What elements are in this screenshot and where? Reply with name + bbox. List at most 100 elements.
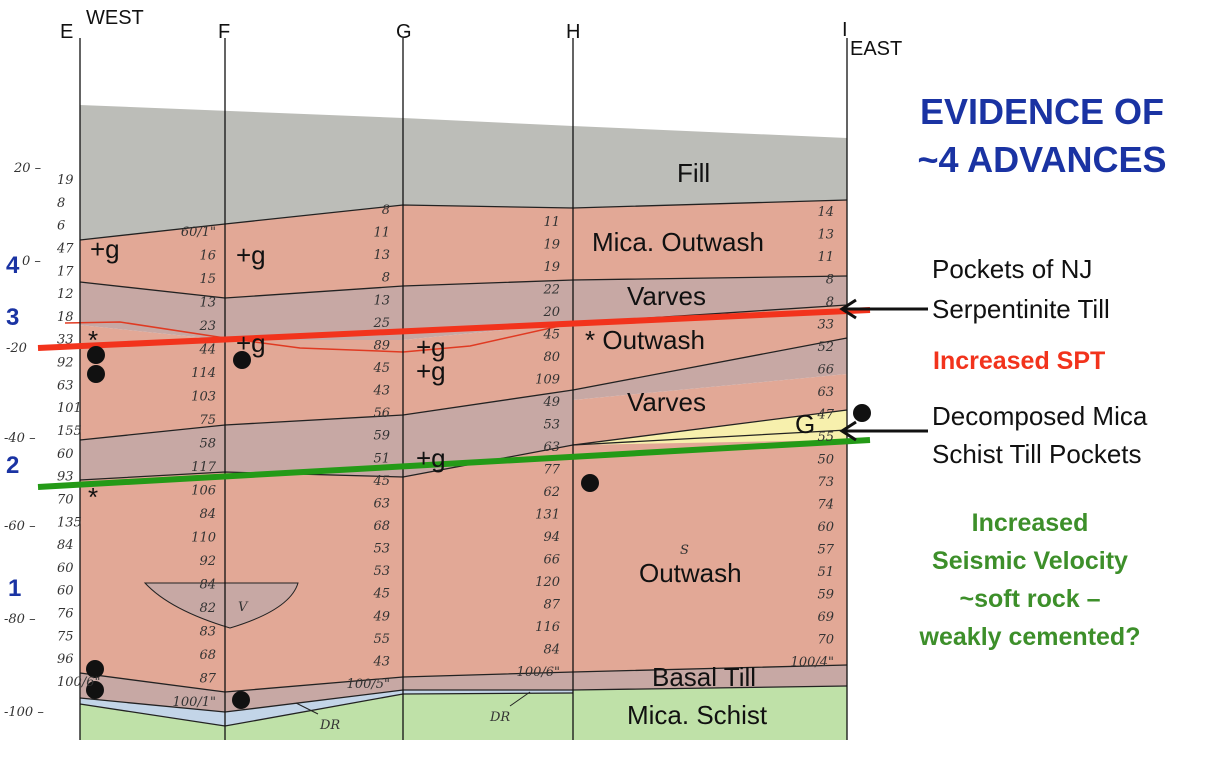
blow-count-h: 131	[535, 508, 560, 523]
layer-label-dr-right: DR	[489, 710, 510, 725]
layer-label-v-lens: V	[238, 600, 249, 615]
blow-count-i: 69	[817, 610, 834, 625]
dr-right-leader	[509, 691, 531, 707]
seismic-annotation-line-4: weakly cemented?	[919, 623, 1141, 651]
blow-count-g: 56	[373, 406, 390, 421]
blow-count-i: 100/4"	[791, 655, 834, 670]
layer-fill	[80, 105, 847, 240]
blow-count-f: 83	[199, 625, 216, 640]
blow-count-e: 93	[57, 470, 74, 485]
advance-number-4: 4	[6, 252, 20, 279]
blow-count-h: 84	[543, 643, 560, 658]
blow-count-f: 16	[199, 249, 216, 264]
blow-count-g: 68	[373, 519, 390, 534]
seismic-trend-line	[37, 437, 871, 490]
blow-count-f: 87	[199, 672, 216, 687]
blow-count-h: 11	[543, 215, 560, 230]
elevation-tick-minus-80: -80 –	[4, 612, 36, 627]
plus-g-marker: +g	[236, 328, 266, 358]
blow-count-i: 13	[817, 228, 834, 243]
layer-label-g-lens: G	[795, 409, 815, 439]
blow-count-i: 66	[817, 363, 834, 378]
upper-outwash-contact-line	[64, 321, 574, 353]
blow-count-columns: 19 8 6 47 17 12 18 33 92 63 101 155 60 93 70 135 84 60 60 7…	[56, 173, 835, 710]
blow-count-f: 23	[198, 319, 216, 334]
layer-label-outwash-upper: * Outwash	[585, 325, 705, 355]
arrow-to-g-pocket	[839, 420, 928, 442]
s-marker: S	[680, 543, 689, 558]
blow-count-i: 47	[816, 408, 834, 423]
elevation-tick-minus-60: -60 –	[4, 519, 36, 534]
seismic-annotation-line-2: Seismic Velocity	[932, 547, 1128, 575]
layer-label-fill: Fill	[677, 158, 710, 188]
blow-count-e: 100/6"	[57, 675, 100, 690]
blow-count-g: 55	[373, 632, 390, 647]
plus-g-marker: +g	[416, 443, 446, 473]
blow-count-g: 13	[373, 248, 390, 263]
blow-count-e: 155	[57, 424, 82, 439]
blow-count-i: 59	[817, 588, 834, 603]
blow-count-i: 50	[817, 453, 834, 468]
blow-count-h: 53	[543, 418, 560, 433]
blow-count-e: 60	[57, 584, 74, 599]
boring-lines	[79, 38, 848, 740]
blow-count-i: 8	[826, 273, 834, 288]
blow-count-g: 43	[372, 384, 390, 399]
sample-dots	[86, 346, 871, 709]
blow-count-e: 60	[57, 561, 74, 576]
blow-count-e: 60	[57, 447, 74, 462]
layer-label-basal-till: Basal Till	[652, 662, 756, 692]
blow-count-e: 96	[57, 652, 74, 667]
arrow-to-serpentinite	[839, 298, 928, 320]
decomposed-annotation-line-2: Schist Till Pockets	[932, 439, 1142, 469]
blow-count-g: 11	[373, 226, 390, 241]
blow-count-i: 70	[817, 633, 834, 648]
blow-count-i: 60	[817, 520, 834, 535]
seismic-annotation-line-3: ~soft rock –	[959, 585, 1100, 613]
blow-count-f: 75	[199, 413, 216, 428]
blow-count-g: 100/5"	[347, 677, 390, 692]
blow-count-g: 43	[372, 654, 390, 669]
blow-count-i: 63	[817, 385, 834, 400]
advance-number-2: 2	[6, 452, 19, 479]
east-label: EAST	[850, 38, 902, 60]
blow-count-h: 87	[543, 598, 560, 613]
layer-label-mica-outwash: Mica. Outwash	[592, 227, 764, 257]
blow-count-g: 8	[382, 203, 390, 218]
west-label: WEST	[86, 7, 144, 29]
advance-number-3: 3	[6, 304, 19, 331]
blow-count-g: 51	[373, 451, 390, 466]
column-label-f: F	[218, 21, 230, 43]
plus-g-marker: +g	[90, 234, 120, 264]
blow-count-i: 73	[817, 475, 834, 490]
layer-basal-till	[80, 665, 847, 712]
blow-count-i: 11	[817, 250, 834, 265]
blow-count-g: 59	[373, 429, 390, 444]
blow-count-i: 51	[817, 565, 834, 580]
blow-count-f: 103	[191, 390, 216, 405]
layer-label-varves-upper: Varves	[627, 281, 706, 311]
blow-count-i: 52	[817, 340, 834, 355]
blow-count-e: 12	[57, 287, 74, 302]
blow-count-h: 63	[543, 440, 560, 455]
layer-varves-middle	[80, 390, 573, 480]
blow-count-h: 109	[535, 373, 560, 388]
blow-count-h: 100/6"	[517, 665, 560, 680]
blow-count-g: 49	[372, 609, 390, 624]
blow-count-h: 94	[543, 530, 560, 545]
v-varve-lens	[143, 582, 299, 629]
decomposed-annotation-line-1: Decomposed Mica	[932, 401, 1148, 431]
layer-bedrock-mica-schist	[80, 686, 847, 740]
layer-mica-outwash	[80, 200, 847, 298]
column-label-i: I	[842, 19, 848, 41]
blow-count-g: 13	[373, 293, 390, 308]
elevation-tick-20: 20 –	[13, 161, 42, 176]
blow-count-h: 22	[542, 283, 560, 298]
layer-label-outwash-lower: Outwash	[639, 558, 742, 588]
blow-count-h: 80	[543, 350, 560, 365]
elevation-tick-minus-20: -20	[6, 341, 27, 356]
blow-count-f: 13	[199, 296, 216, 311]
blow-count-g: 53	[373, 564, 390, 579]
blow-count-g: 53	[373, 542, 390, 557]
blow-count-e: 75	[57, 629, 74, 644]
